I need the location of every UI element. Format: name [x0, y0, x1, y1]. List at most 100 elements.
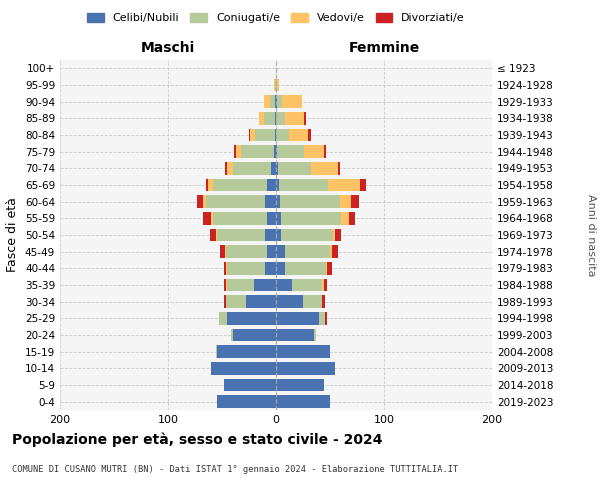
Bar: [311, 162, 338, 174]
Bar: [224, 379, 276, 391]
Bar: [275, 112, 276, 124]
Bar: [323, 146, 326, 158]
Bar: [269, 96, 275, 108]
Bar: [275, 129, 276, 141]
Bar: [226, 296, 246, 308]
Bar: [277, 79, 279, 92]
Bar: [281, 229, 333, 241]
Bar: [275, 79, 276, 92]
Bar: [335, 229, 341, 241]
Bar: [234, 146, 236, 158]
Bar: [217, 396, 276, 408]
Bar: [308, 129, 311, 141]
Bar: [271, 162, 276, 174]
Bar: [226, 246, 268, 258]
Bar: [360, 179, 365, 192]
Bar: [276, 79, 277, 92]
Bar: [304, 112, 306, 124]
Bar: [276, 146, 277, 158]
Bar: [325, 312, 327, 324]
Bar: [225, 162, 227, 174]
Bar: [226, 262, 227, 274]
Bar: [277, 146, 304, 158]
Bar: [276, 96, 277, 108]
Bar: [203, 196, 206, 208]
Bar: [341, 212, 349, 224]
Bar: [227, 262, 265, 274]
Bar: [276, 129, 289, 141]
Bar: [281, 212, 341, 224]
Bar: [328, 179, 360, 192]
Bar: [276, 162, 278, 174]
Bar: [303, 296, 322, 308]
Bar: [338, 162, 340, 174]
Bar: [215, 346, 217, 358]
Bar: [249, 129, 250, 141]
Bar: [236, 146, 241, 158]
Bar: [332, 246, 338, 258]
Bar: [246, 296, 276, 308]
Bar: [225, 246, 226, 258]
Bar: [265, 262, 276, 274]
Bar: [279, 179, 328, 192]
Bar: [276, 329, 314, 341]
Bar: [227, 279, 254, 291]
Legend: Celibi/Nubili, Coniugati/e, Vedovi/e, Divorziati/e: Celibi/Nubili, Coniugati/e, Vedovi/e, Di…: [83, 8, 469, 28]
Bar: [215, 229, 217, 241]
Bar: [264, 96, 269, 108]
Bar: [219, 312, 227, 324]
Bar: [227, 312, 276, 324]
Text: COMUNE DI CUSANO MUTRI (BN) - Dati ISTAT 1° gennaio 2024 - Elaborazione TUTTITAL: COMUNE DI CUSANO MUTRI (BN) - Dati ISTAT…: [12, 465, 458, 474]
Bar: [277, 96, 283, 108]
Bar: [284, 262, 326, 274]
Text: Femmine: Femmine: [349, 41, 419, 55]
Bar: [224, 262, 226, 274]
Bar: [276, 296, 303, 308]
Bar: [276, 229, 281, 241]
Bar: [276, 179, 279, 192]
Bar: [278, 162, 311, 174]
Bar: [230, 329, 233, 341]
Bar: [276, 312, 319, 324]
Bar: [233, 329, 276, 341]
Text: Maschi: Maschi: [141, 41, 195, 55]
Bar: [280, 196, 340, 208]
Bar: [211, 362, 276, 374]
Bar: [283, 96, 302, 108]
Bar: [250, 129, 256, 141]
Bar: [322, 296, 325, 308]
Bar: [268, 179, 276, 192]
Bar: [214, 212, 268, 224]
Bar: [276, 379, 323, 391]
Bar: [208, 179, 214, 192]
Bar: [276, 262, 284, 274]
Bar: [268, 246, 276, 258]
Bar: [220, 246, 225, 258]
Bar: [274, 79, 275, 92]
Bar: [217, 346, 276, 358]
Y-axis label: Fasce di età: Fasce di età: [7, 198, 19, 272]
Bar: [214, 179, 268, 192]
Bar: [276, 396, 330, 408]
Bar: [211, 212, 214, 224]
Bar: [227, 162, 233, 174]
Bar: [254, 279, 276, 291]
Bar: [350, 196, 359, 208]
Bar: [304, 146, 323, 158]
Bar: [226, 279, 227, 291]
Bar: [274, 146, 276, 158]
Bar: [276, 346, 330, 358]
Bar: [197, 196, 203, 208]
Bar: [203, 212, 211, 224]
Text: Anni di nascita: Anni di nascita: [586, 194, 596, 276]
Bar: [268, 212, 276, 224]
Bar: [224, 296, 226, 308]
Bar: [275, 96, 276, 108]
Bar: [276, 279, 292, 291]
Bar: [330, 246, 332, 258]
Bar: [206, 179, 208, 192]
Bar: [241, 146, 274, 158]
Bar: [284, 112, 304, 124]
Text: Popolazione per età, sesso e stato civile - 2024: Popolazione per età, sesso e stato civil…: [12, 432, 383, 447]
Bar: [276, 112, 284, 124]
